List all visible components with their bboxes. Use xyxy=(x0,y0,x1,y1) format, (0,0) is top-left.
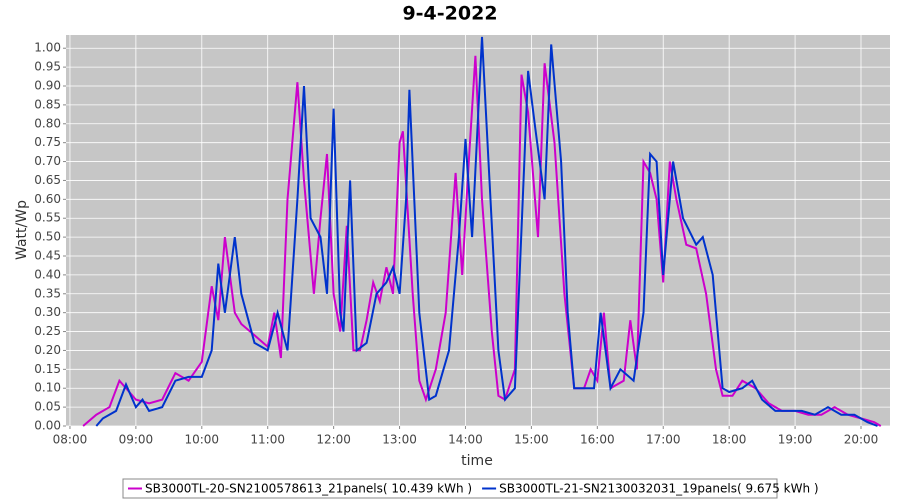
y-tick-label: 0.60 xyxy=(34,192,61,206)
series-line xyxy=(82,55,882,427)
x-tick-label: 10:00 xyxy=(184,433,219,447)
x-tick-label: 20:00 xyxy=(844,433,879,447)
x-tick-label: 14:00 xyxy=(448,433,483,447)
series-line xyxy=(95,36,878,427)
x-tick-label: 09:00 xyxy=(119,433,154,447)
x-tick-label: 17:00 xyxy=(646,433,681,447)
y-tick-label: 0.55 xyxy=(34,211,61,225)
y-tick-label: 0.85 xyxy=(34,97,61,111)
x-tick-label: 13:00 xyxy=(382,433,417,447)
legend xyxy=(122,478,778,499)
y-axis-label: Watt/Wp xyxy=(14,200,30,260)
y-tick-label: 0.50 xyxy=(34,230,61,244)
y-tick-label: 0.05 xyxy=(34,400,61,414)
x-tick-label: 15:00 xyxy=(514,433,549,447)
y-tick-label: 0.65 xyxy=(34,173,61,187)
chart-title: 9-4-2022 xyxy=(402,3,497,25)
y-tick-label: 0.80 xyxy=(34,116,61,130)
y-tick-label: 0.75 xyxy=(34,135,61,149)
y-tick-label: 0.40 xyxy=(34,267,61,281)
y-tick-label: 0.20 xyxy=(34,343,61,357)
legend-label: SB3000TL-21-SN2130032031_19panels( 9.675… xyxy=(499,482,818,496)
y-tick-label: 0.00 xyxy=(34,419,61,433)
x-tick-label: 11:00 xyxy=(250,433,285,447)
y-tick-label: 0.45 xyxy=(34,249,61,263)
x-axis-label: time xyxy=(461,453,493,469)
x-tick-label: 12:00 xyxy=(316,433,351,447)
y-tick-label: 0.30 xyxy=(34,305,61,319)
y-tick-label: 0.25 xyxy=(34,324,61,338)
y-tick-label: 0.95 xyxy=(34,60,61,74)
y-tick-label: 0.70 xyxy=(34,154,61,168)
x-tick-label: 16:00 xyxy=(580,433,615,447)
y-tick-label: 1.00 xyxy=(34,41,61,55)
x-tick-label: 18:00 xyxy=(712,433,747,447)
x-tick-label: 19:00 xyxy=(778,433,813,447)
legend-label: SB3000TL-20-SN2100578613_21panels( 10.43… xyxy=(145,482,472,496)
y-tick-label: 0.35 xyxy=(34,286,61,300)
x-tick-label: 08:00 xyxy=(53,433,88,447)
y-tick-label: 0.15 xyxy=(34,362,61,376)
y-tick-label: 0.90 xyxy=(34,79,61,93)
y-tick-label: 0.10 xyxy=(34,381,61,395)
